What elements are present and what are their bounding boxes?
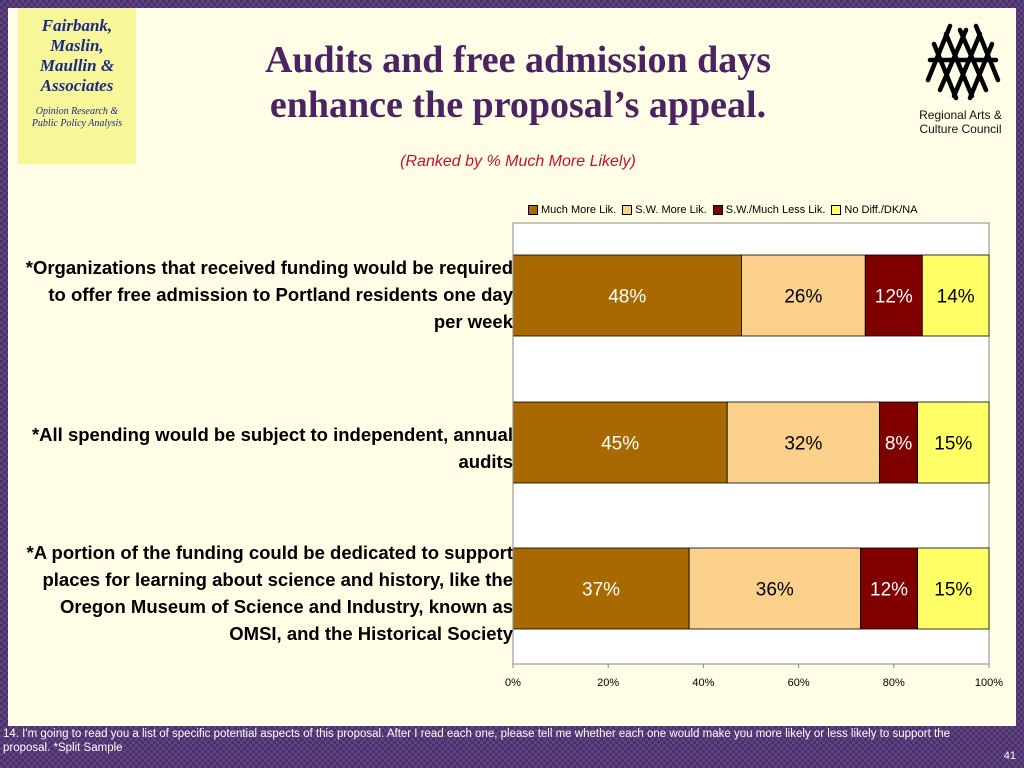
legend-label: S.W. More Lik. xyxy=(635,204,707,216)
legend-swatch xyxy=(831,205,842,215)
legend-label: No Diff./DK/NA xyxy=(844,204,918,216)
bar-segment xyxy=(917,401,990,484)
slide-subtitle: (Ranked by % Much More Likely) xyxy=(400,153,636,170)
data-label: 15% xyxy=(934,580,972,601)
legend-item: S.W./Much Less Lik. xyxy=(712,204,826,216)
category-label: *All spending would be subject to indepe… xyxy=(31,424,513,472)
bar-segment xyxy=(741,254,866,337)
bar-segment xyxy=(726,401,880,484)
bar-segment xyxy=(512,401,728,484)
data-label: 32% xyxy=(784,434,822,455)
data-label: 15% xyxy=(934,434,972,455)
page-number: 41 xyxy=(1003,750,1016,762)
slide-title: Audits and free admission days enhance t… xyxy=(264,39,772,126)
data-label: 36% xyxy=(756,580,794,601)
bar-segment xyxy=(688,547,861,630)
legend-label: Much More Lik. xyxy=(541,204,617,216)
x-tick-label: 0% xyxy=(505,677,521,689)
firm-logo: Fairbank, Maslin, Maullin & Associates O… xyxy=(18,8,136,164)
data-label: 26% xyxy=(784,287,822,308)
chart-legend: Much More Lik. S.W. More Lik. S.W./Much … xyxy=(528,204,918,216)
legend-item: S.W. More Lik. xyxy=(622,204,707,216)
data-label: 8% xyxy=(885,434,913,455)
data-label: 12% xyxy=(875,287,913,308)
legend-item: Much More Lik. xyxy=(528,204,616,216)
council-name: Regional Arts & Culture Council xyxy=(919,108,1002,136)
data-label: 14% xyxy=(937,287,975,308)
firm-tagline: Opinion Research & Public Policy Analysi… xyxy=(31,106,123,129)
data-label: 37% xyxy=(582,580,620,601)
x-tick-label: 40% xyxy=(692,677,714,689)
bar-segment xyxy=(512,547,690,630)
legend-item: No Diff./DK/NA xyxy=(831,204,918,216)
x-tick-label: 60% xyxy=(788,677,810,689)
data-label: 45% xyxy=(601,434,639,455)
question-footnote: 14. I'm going to read you a list of spec… xyxy=(3,728,950,754)
bar-segment xyxy=(879,401,919,484)
legend-label: S.W./Much Less Lik. xyxy=(725,204,826,216)
bar-segment xyxy=(512,254,742,337)
council-logo-icon xyxy=(925,23,1001,101)
x-tick-label: 100% xyxy=(975,677,1003,689)
data-label: 48% xyxy=(608,287,646,308)
legend-swatch xyxy=(712,205,723,215)
x-tick-label: 20% xyxy=(597,677,619,689)
bar-segment xyxy=(917,547,990,630)
category-label: *Organizations that received funding wou… xyxy=(25,257,513,332)
x-tick-label: 80% xyxy=(883,677,905,689)
category-label: *A portion of the funding could be dedic… xyxy=(26,542,513,644)
legend-swatch xyxy=(528,205,538,215)
firm-name: Fairbank, Maslin, Maullin & Associates xyxy=(39,16,115,95)
bar-segment xyxy=(921,254,990,337)
legend-swatch xyxy=(622,205,633,215)
data-label: 12% xyxy=(870,580,908,601)
bar-segment xyxy=(864,254,923,337)
